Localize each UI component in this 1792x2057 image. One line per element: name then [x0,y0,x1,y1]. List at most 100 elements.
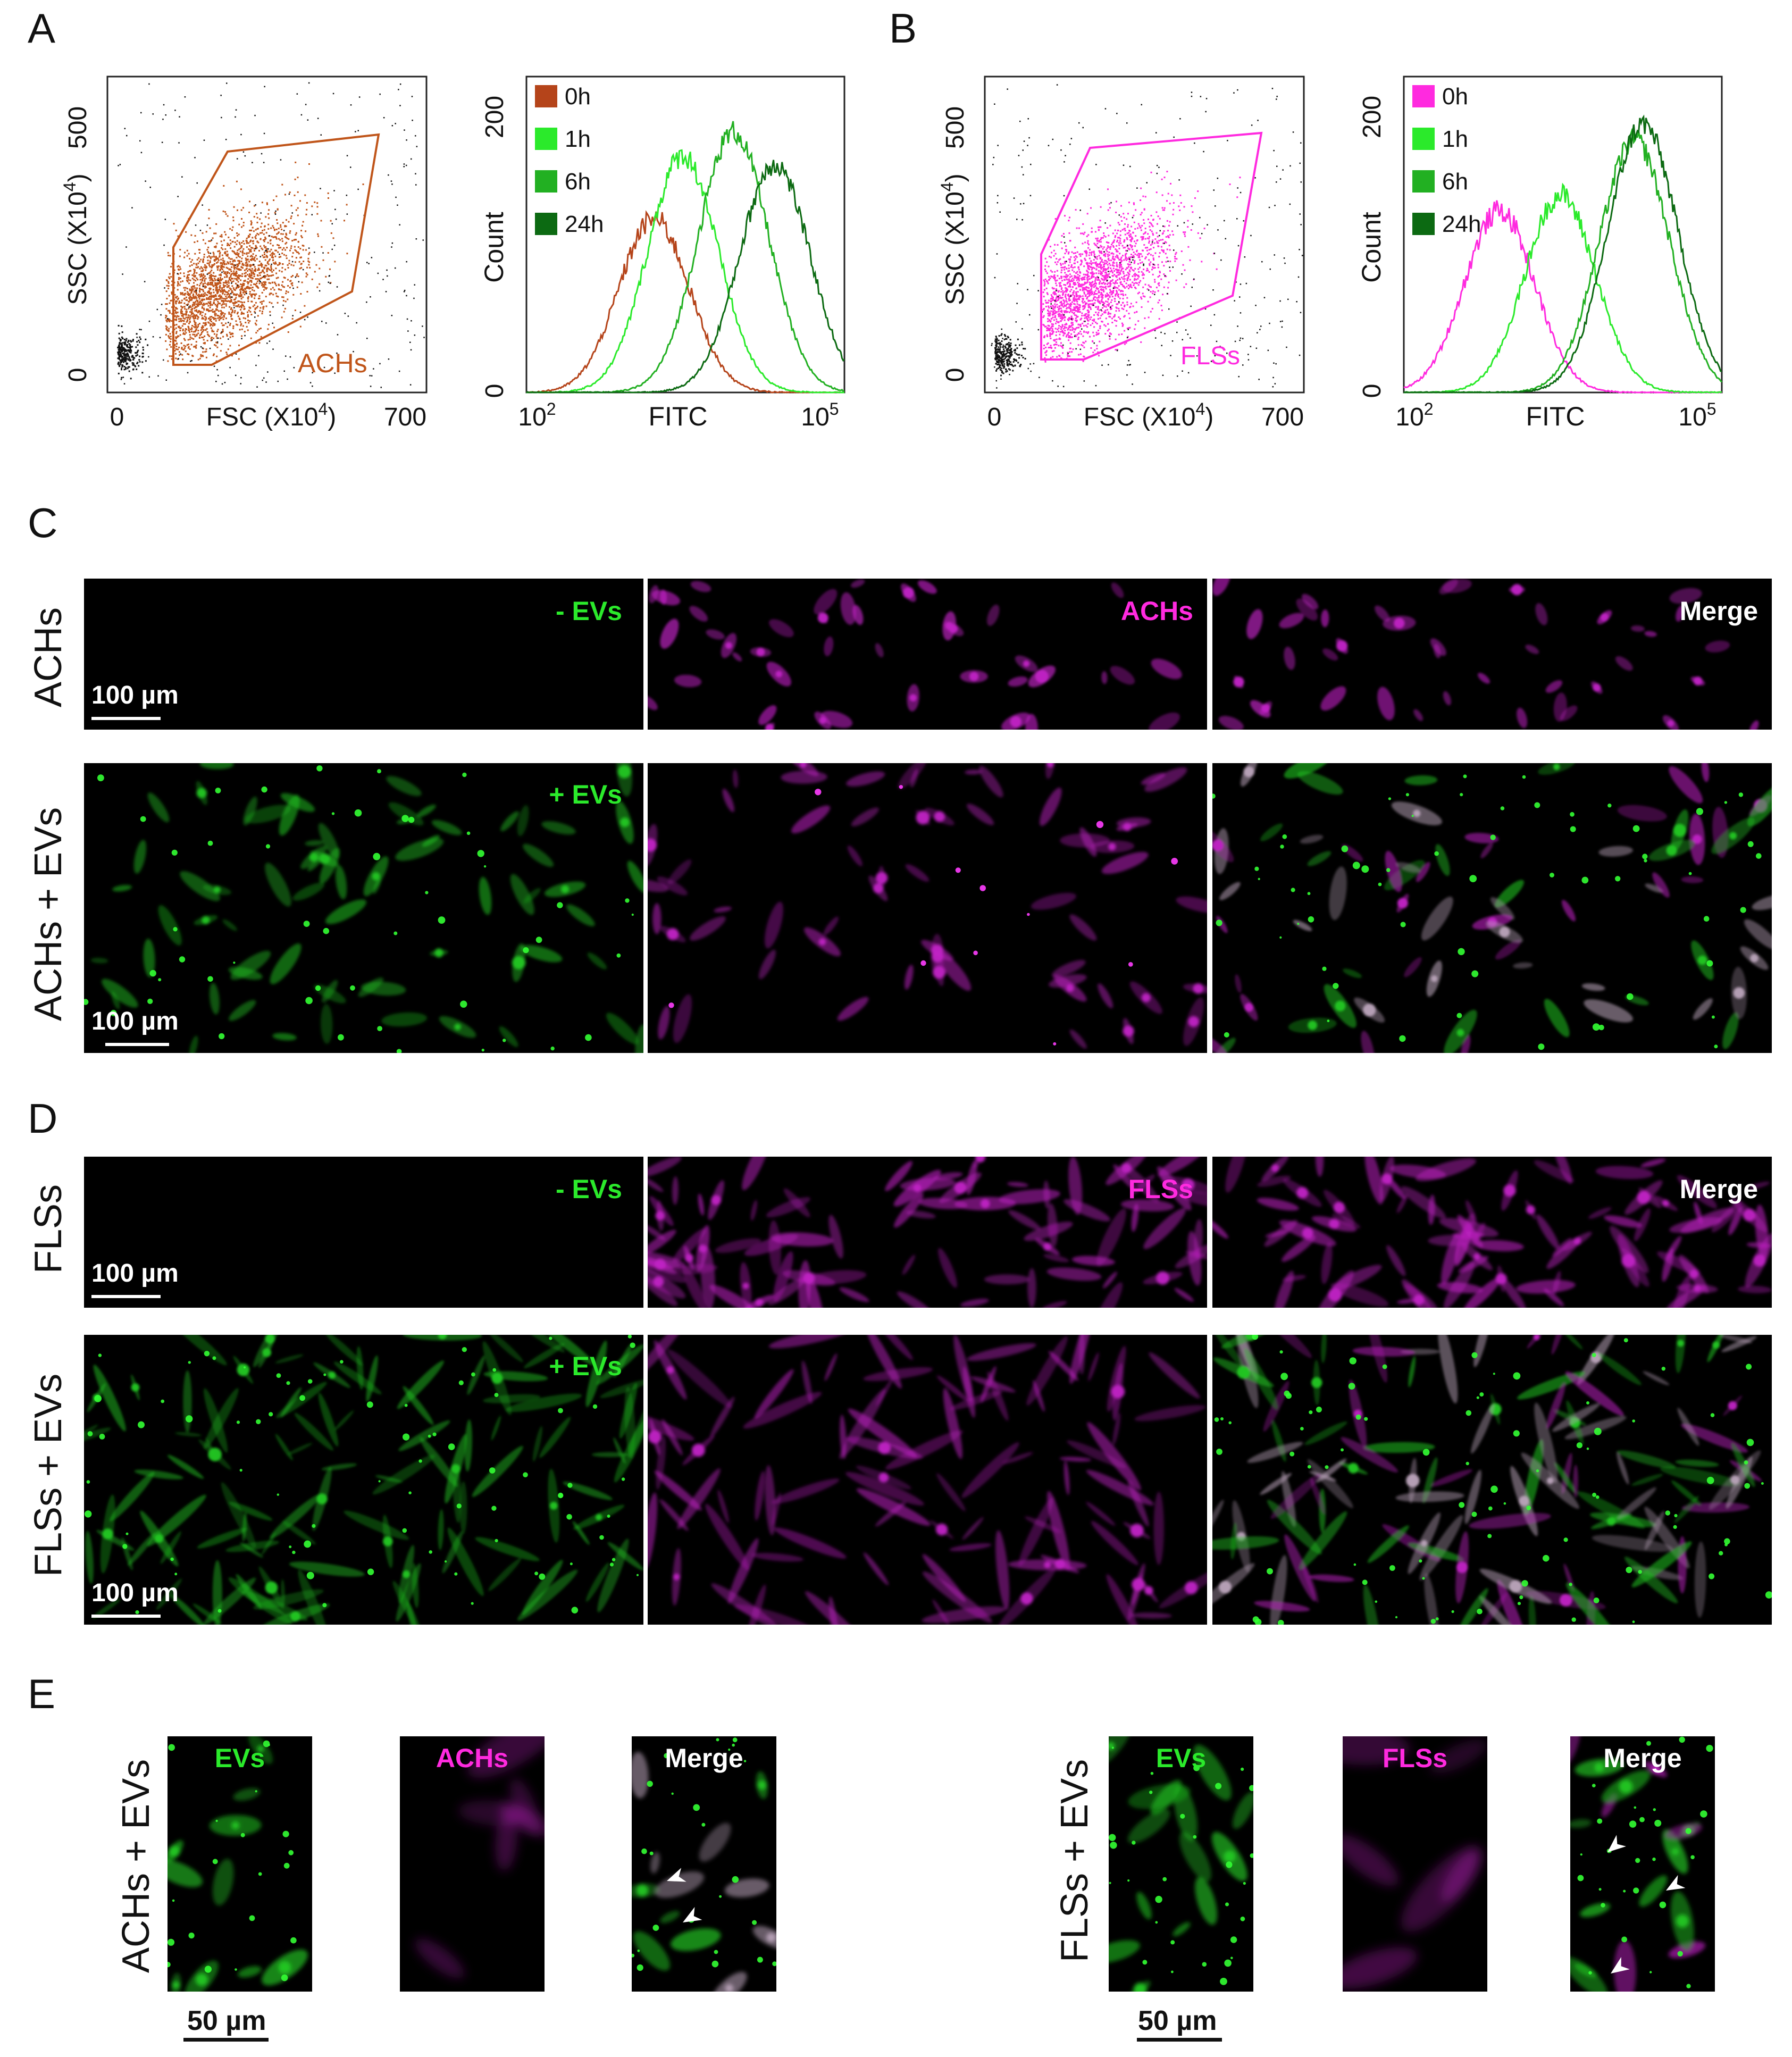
scatter-event [258,342,261,344]
scatter-event [188,279,190,281]
scatter-event [225,322,227,324]
scatter-event [1281,326,1283,328]
scatter-event [1064,295,1066,297]
scatter-event [121,336,123,338]
scatter-event [1002,344,1004,346]
scatter-event [189,348,191,350]
scatter-event [1110,260,1112,262]
scatter-event [200,270,203,272]
scatter-event [271,302,273,304]
scatter-event [1159,230,1161,232]
scatter-event [177,265,179,267]
scatter-event [1069,329,1071,331]
scatter-event [248,236,250,238]
scatter-event [242,240,245,242]
scatter-event [168,295,170,297]
scatter-event [118,332,120,335]
scatter-event [207,334,210,336]
scatter-event [1104,260,1106,262]
scatter-event [220,277,221,279]
scatter-event [230,274,232,277]
scatter-event [1124,240,1125,242]
scatter-event [1159,252,1161,254]
scatter-event [1069,283,1071,286]
scatter-event [267,248,269,250]
scatter-event [1100,296,1102,298]
scatter-event [245,317,246,320]
scatter-event [200,311,202,313]
scatter-event [1001,328,1002,330]
scatter-event [249,249,251,251]
scatter-event [1173,208,1175,211]
scatter-event [149,187,151,188]
scatter-event [205,348,207,350]
scatter-event [203,239,204,241]
scatter-event [199,313,201,315]
scatter-event [1067,328,1069,330]
scatter-event [1109,248,1111,250]
scatter-event [1125,259,1127,261]
scatter-event [1056,338,1058,340]
scatter-event [121,377,123,379]
scatter-event [274,255,277,257]
scatter-event [1106,273,1108,275]
scatter-event [181,320,183,322]
scatter-event [1087,306,1090,308]
scatter-event [208,292,211,294]
scatter-event [290,247,292,249]
hist-xtick-hi-a: 105 [801,399,839,431]
scatter-event [170,340,172,342]
scatter-event [175,340,177,342]
scatter-event [124,342,127,345]
scatter-event [275,229,278,230]
scatter-event [329,275,330,277]
scatter-event [120,353,122,355]
scatter-event [264,256,266,258]
scatter-event [1048,347,1050,349]
scatter-event [1053,255,1055,257]
scatter-event [195,344,197,346]
scatter-event [230,278,232,280]
scatter-event [169,255,171,257]
scatter-event [175,357,177,359]
scatter-event [130,340,132,342]
scatter-event [258,328,260,330]
scatter-event [213,260,215,261]
scatter-event [273,327,275,329]
scatter-event [1141,239,1143,241]
scatter-event [195,280,197,282]
scatter-event [250,296,253,298]
scatter-event [1144,296,1146,298]
scatter-event [1076,298,1078,300]
scatter-event [273,263,275,265]
scatter-event [1094,293,1096,295]
scatter-event [1073,256,1075,258]
scatter-event [1268,206,1270,208]
scatter-event [170,276,172,278]
scatter-event [1124,305,1125,307]
scatter-event [168,254,170,256]
scatter-event [229,331,231,333]
scatter-event [1092,276,1094,278]
scatter-event [1081,283,1083,286]
scatter-event [1227,140,1228,141]
scatter-event [262,254,264,256]
scatter-event [182,294,184,296]
scatter-event [262,308,264,310]
scatter-event [380,387,382,388]
scatter-event [411,96,413,97]
scatter-event [204,292,206,294]
scatter-event [329,268,331,270]
scatter-event [210,275,212,277]
scatter-event [267,267,270,270]
scatter-event [209,275,211,277]
scatter-event [1043,285,1045,287]
scatter-event [1126,278,1128,280]
scatter-event [1051,350,1053,353]
scatter-event [1122,324,1124,326]
scatter-event [1289,165,1291,167]
scatter-event [127,346,129,348]
scatter-event [1086,298,1088,300]
scatter-event [325,275,327,278]
scatter-event [1044,278,1046,280]
